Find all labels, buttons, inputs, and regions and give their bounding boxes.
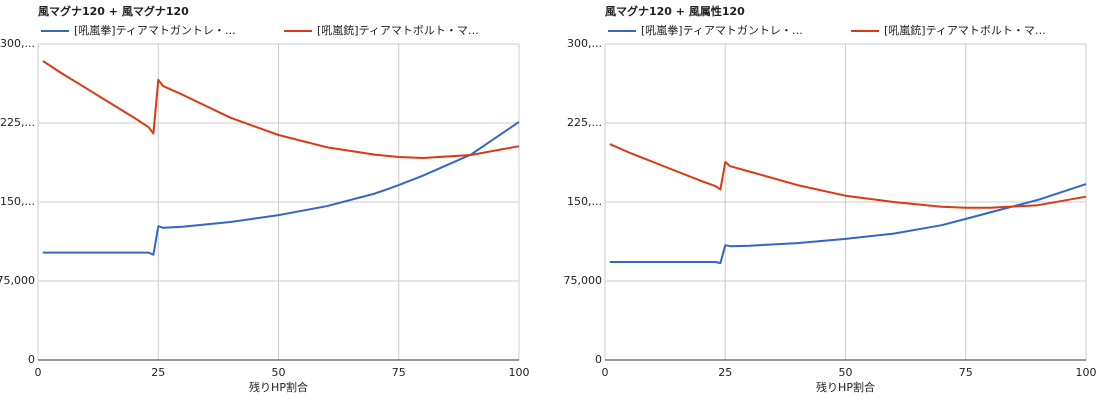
x-axis-label: 残りHP割合 (816, 380, 875, 394)
series-line (42, 121, 520, 256)
chart-title: 風マグナ120 + 風マグナ120 (38, 4, 189, 18)
x-tick-label: 25 (718, 366, 732, 379)
series-line (609, 183, 1087, 265)
x-tick-label: 25 (151, 366, 165, 379)
series-line (42, 60, 520, 159)
y-tick-label: 225,... (567, 116, 602, 129)
y-tick-label: 0 (595, 353, 602, 366)
y-tick-label: 300,... (567, 37, 602, 50)
y-tick-label: 225,... (0, 116, 35, 129)
y-tick-label: 150,... (567, 195, 602, 208)
x-tick-label: 0 (35, 366, 42, 379)
y-tick-label: 300,... (0, 37, 35, 50)
legend-label: [吼嵐銃]ティアマトボルト・マ… (884, 23, 1046, 37)
x-tick-label: 100 (509, 366, 530, 379)
x-tick-label: 100 (1076, 366, 1097, 379)
x-tick-label: 75 (959, 366, 973, 379)
x-tick-label: 0 (602, 366, 609, 379)
chart-title: 風マグナ120 + 風属性120 (605, 4, 745, 18)
x-tick-label: 50 (839, 366, 853, 379)
y-tick-label: 0 (28, 353, 35, 366)
legend-label: [吼嵐銃]ティアマトボルト・マ… (317, 23, 479, 37)
x-tick-label: 75 (392, 366, 406, 379)
legend-label: [吼嵐拳]ティアマトガントレ・… (74, 23, 236, 37)
y-tick-label: 150,... (0, 195, 35, 208)
y-tick-label: 75,000 (0, 274, 35, 287)
series-line (609, 143, 1087, 209)
x-tick-label: 50 (272, 366, 286, 379)
x-axis-label: 残りHP割合 (249, 380, 308, 394)
y-tick-label: 75,000 (564, 274, 603, 287)
legend-label: [吼嵐拳]ティアマトガントレ・… (641, 23, 803, 37)
